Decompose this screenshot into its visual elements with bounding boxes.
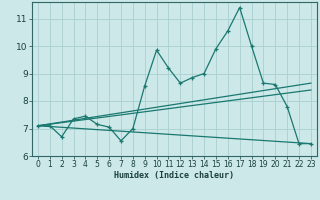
- X-axis label: Humidex (Indice chaleur): Humidex (Indice chaleur): [115, 171, 234, 180]
